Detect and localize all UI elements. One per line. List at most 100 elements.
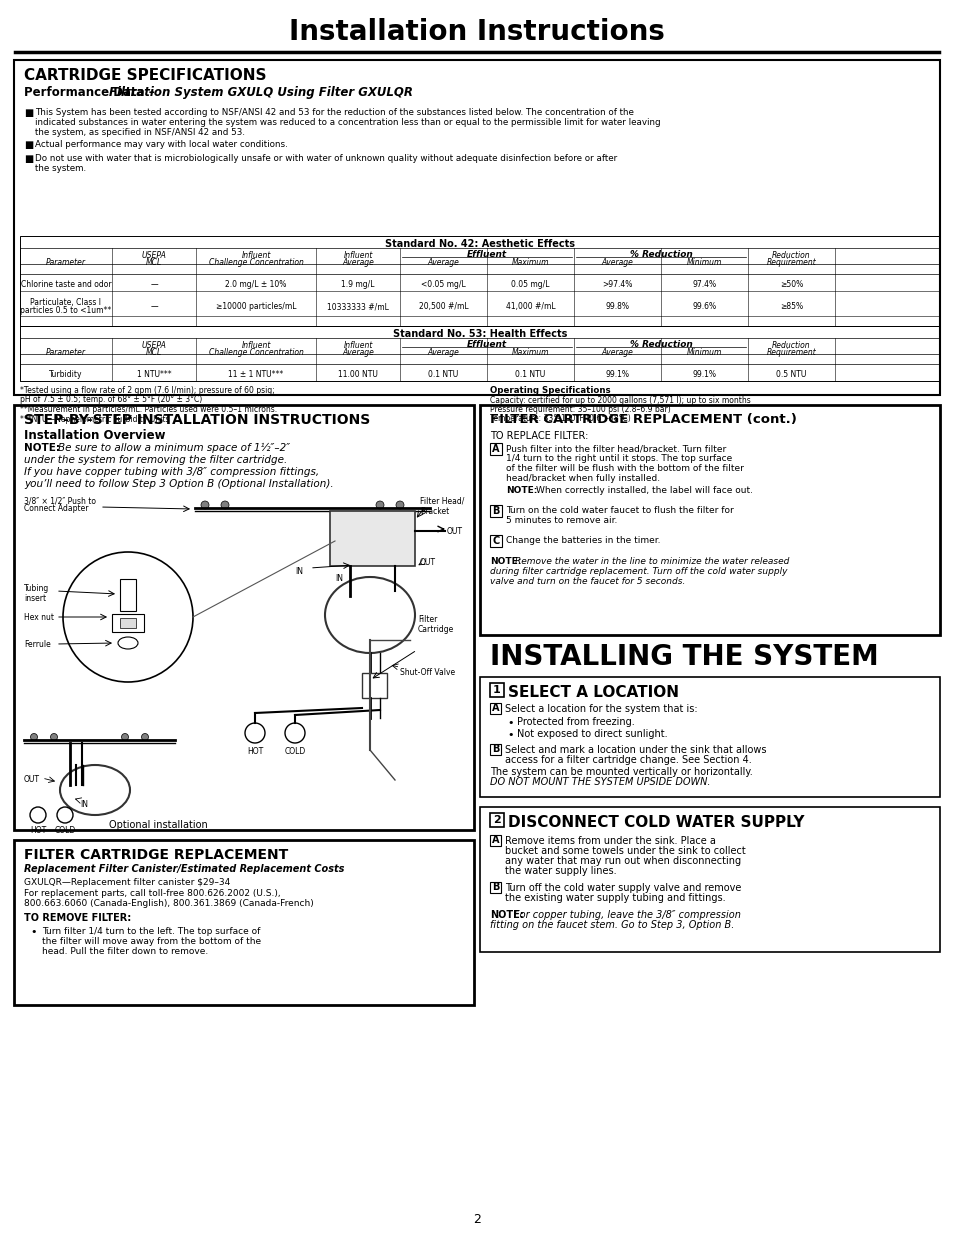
- Text: GXULQR—Replacement filter canister $29–34: GXULQR—Replacement filter canister $29–3…: [24, 878, 230, 887]
- Text: Turn off the cold water supply valve and remove: Turn off the cold water supply valve and…: [504, 883, 740, 893]
- Text: you’ll need to follow Step 3 Option B (Optional Installation).: you’ll need to follow Step 3 Option B (O…: [24, 479, 334, 489]
- Text: Average: Average: [427, 258, 459, 267]
- Circle shape: [63, 552, 193, 682]
- Text: TO REMOVE FILTER:: TO REMOVE FILTER:: [24, 913, 132, 923]
- Text: A: A: [491, 704, 498, 714]
- Text: •: •: [506, 718, 513, 727]
- Text: Parameter: Parameter: [46, 348, 86, 357]
- Text: Standard No. 53: Health Effects: Standard No. 53: Health Effects: [393, 329, 567, 338]
- Text: Ferrule: Ferrule: [24, 640, 51, 650]
- Text: Performance Data –: Performance Data –: [24, 86, 158, 99]
- Text: 97.4%: 97.4%: [692, 280, 716, 289]
- Circle shape: [201, 501, 209, 509]
- Text: FILTER CARTRIDGE REPLACEMENT: FILTER CARTRIDGE REPLACEMENT: [24, 848, 288, 862]
- Text: NOTE:: NOTE:: [490, 557, 521, 566]
- Text: Remove the water in the line to minimize the water released: Remove the water in the line to minimize…: [515, 557, 788, 566]
- Text: Operating Specifications: Operating Specifications: [490, 387, 610, 395]
- Text: 800.663.6060 (Canada-English), 800.361.3869 (Canada-French): 800.663.6060 (Canada-English), 800.361.3…: [24, 899, 314, 908]
- Text: % Reduction: % Reduction: [629, 340, 692, 350]
- Text: Pressure requirement: 35–100 psi (2.8–6.9 bar): Pressure requirement: 35–100 psi (2.8–6.…: [490, 405, 670, 414]
- Text: <0.05 mg/L: <0.05 mg/L: [420, 280, 465, 289]
- Text: 1: 1: [493, 685, 500, 695]
- Text: the existing water supply tubing and fittings.: the existing water supply tubing and fit…: [504, 893, 725, 903]
- Bar: [479, 677, 939, 797]
- Bar: [361, 673, 387, 698]
- Text: the system, as specified in NSF/ANSI 42 and 53.: the system, as specified in NSF/ANSI 42 …: [35, 128, 245, 137]
- Text: IN: IN: [294, 567, 303, 576]
- Text: 5 minutes to remove air.: 5 minutes to remove air.: [505, 516, 617, 525]
- Text: COLD: COLD: [54, 826, 75, 835]
- Text: Effluent: Effluent: [466, 340, 507, 350]
- Text: A: A: [491, 836, 498, 846]
- Text: Average: Average: [342, 258, 374, 267]
- Text: Average: Average: [601, 258, 633, 267]
- Text: Tubing
insert: Tubing insert: [24, 584, 50, 604]
- Text: during filter cartridge replacement. Turn off the cold water supply: during filter cartridge replacement. Tur…: [490, 567, 786, 576]
- Text: IN: IN: [335, 574, 343, 583]
- Text: Not exposed to direct sunlight.: Not exposed to direct sunlight.: [517, 729, 667, 739]
- Circle shape: [51, 734, 57, 741]
- Text: Particulate, Class I: Particulate, Class I: [30, 298, 101, 308]
- Text: Influent: Influent: [241, 341, 271, 350]
- Text: 10333333 #/mL: 10333333 #/mL: [327, 303, 389, 311]
- Text: For replacement parts, call toll-free 800.626.2002 (U.S.),: For replacement parts, call toll-free 80…: [24, 889, 280, 898]
- Text: Hex nut: Hex nut: [24, 613, 54, 622]
- Text: DISCONNECT COLD WATER SUPPLY: DISCONNECT COLD WATER SUPPLY: [507, 815, 803, 830]
- Text: 99.1%: 99.1%: [692, 370, 716, 379]
- Circle shape: [221, 501, 229, 509]
- Text: Challenge Concentration: Challenge Concentration: [209, 258, 303, 267]
- Bar: [490, 505, 501, 517]
- Text: Requirement: Requirement: [766, 258, 816, 267]
- Text: Do not use with water that is microbiologically unsafe or with water of unknown : Do not use with water that is microbiolo…: [35, 154, 617, 163]
- Text: 41,000 #/mL: 41,000 #/mL: [505, 303, 555, 311]
- Text: For copper tubing, leave the 3/8″ compression: For copper tubing, leave the 3/8″ compre…: [514, 910, 740, 920]
- Text: Maximum: Maximum: [511, 348, 549, 357]
- Text: Shut-Off Valve: Shut-Off Valve: [399, 668, 455, 677]
- Text: 2: 2: [473, 1213, 480, 1226]
- Text: Minimum: Minimum: [686, 258, 721, 267]
- Text: 1.9 mg/L: 1.9 mg/L: [341, 280, 375, 289]
- Text: Influent: Influent: [241, 251, 271, 261]
- Bar: [479, 405, 939, 635]
- Circle shape: [30, 806, 46, 823]
- Bar: [20, 326, 939, 382]
- Text: Effluent: Effluent: [466, 249, 507, 259]
- Bar: [20, 236, 939, 326]
- Text: B: B: [492, 745, 498, 755]
- Circle shape: [141, 734, 149, 741]
- Bar: [490, 835, 500, 846]
- Circle shape: [285, 722, 305, 743]
- Text: bucket and some towels under the sink to collect: bucket and some towels under the sink to…: [504, 846, 745, 856]
- Bar: [14, 405, 474, 830]
- Text: Optional installation: Optional installation: [109, 820, 207, 830]
- Text: 20,500 #/mL: 20,500 #/mL: [418, 303, 468, 311]
- Text: Protected from freezing.: Protected from freezing.: [517, 718, 634, 727]
- Bar: [490, 813, 503, 827]
- Text: the system.: the system.: [35, 164, 86, 173]
- Bar: [120, 579, 136, 611]
- Text: HOT: HOT: [30, 826, 46, 835]
- Text: TO REPLACE FILTER:: TO REPLACE FILTER:: [490, 431, 588, 441]
- Text: ≥10000 particles/mL: ≥10000 particles/mL: [215, 303, 296, 311]
- Ellipse shape: [118, 637, 138, 650]
- Text: When correctly installed, the label will face out.: When correctly installed, the label will…: [536, 487, 752, 495]
- Text: B: B: [492, 883, 498, 893]
- Text: 0.1 NTU: 0.1 NTU: [515, 370, 545, 379]
- Text: *Tested using a flow rate of 2 gpm (7.6 l/min); pressure of 60 psig;: *Tested using a flow rate of 2 gpm (7.6 …: [20, 387, 274, 395]
- Text: DO NOT MOUNT THE SYSTEM UPSIDE DOWN.: DO NOT MOUNT THE SYSTEM UPSIDE DOWN.: [490, 777, 710, 787]
- Text: Filtration System GXULQ Using Filter GXULQR: Filtration System GXULQ Using Filter GXU…: [109, 86, 413, 99]
- Text: HOT: HOT: [247, 747, 263, 756]
- Bar: [490, 882, 500, 893]
- Text: Maximum: Maximum: [511, 258, 549, 267]
- Text: B: B: [492, 506, 499, 516]
- Text: any water that may run out when disconnecting: any water that may run out when disconne…: [504, 856, 740, 866]
- Bar: [490, 535, 501, 547]
- Text: 1/4 turn to the right until it stops. The top surface: 1/4 turn to the right until it stops. Th…: [505, 454, 732, 463]
- Text: Minimum: Minimum: [686, 348, 721, 357]
- Bar: [14, 61, 939, 395]
- Text: MCL: MCL: [146, 258, 162, 267]
- Text: 0.5 NTU: 0.5 NTU: [776, 370, 806, 379]
- Bar: [490, 743, 500, 755]
- Text: OUT: OUT: [447, 527, 462, 536]
- Text: OUT: OUT: [419, 558, 436, 567]
